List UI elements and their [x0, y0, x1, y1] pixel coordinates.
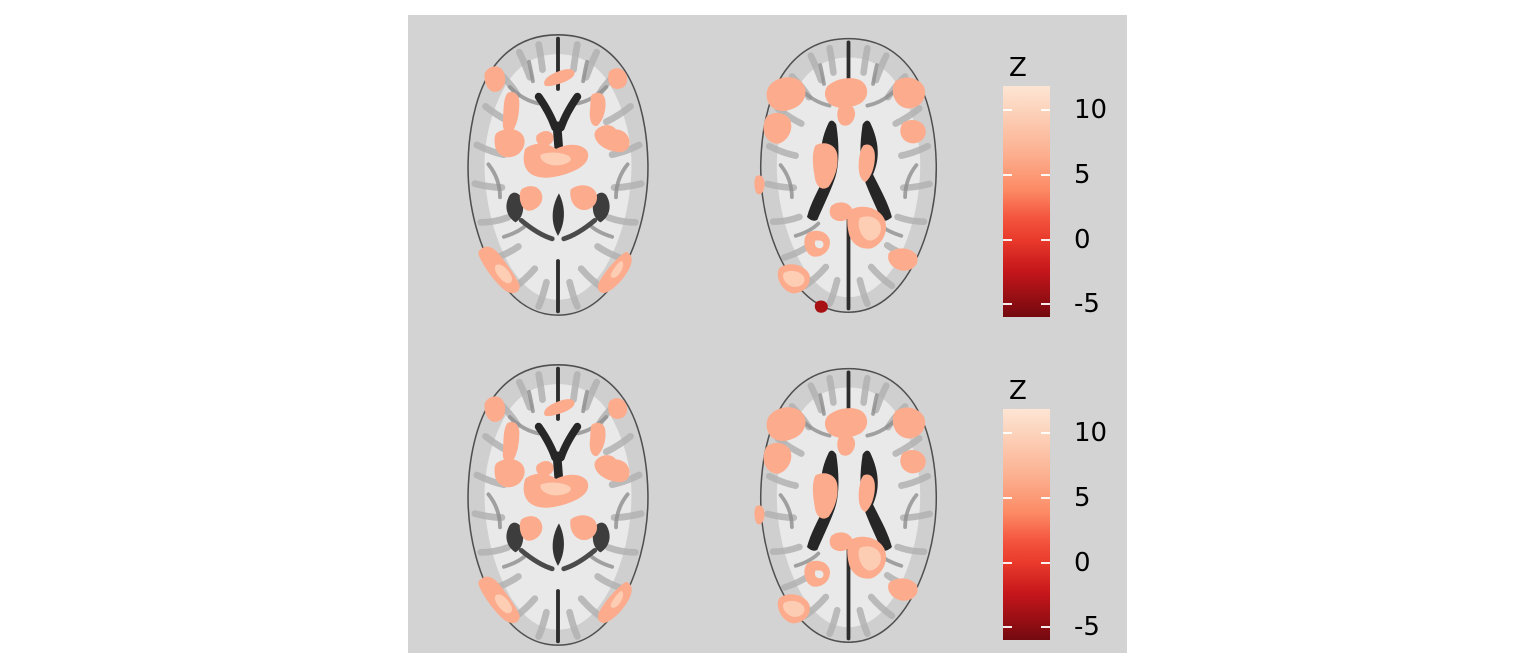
tick-label-neg5: -5: [1074, 289, 1100, 319]
tick-mark: [1003, 239, 1012, 241]
tick-mark: [1003, 109, 1012, 111]
tick-mark: [1003, 432, 1012, 434]
brain-slice-top-left: [442, 28, 674, 320]
colorbar-top-title: Z: [1009, 53, 1027, 83]
tick-label-5: 5: [1074, 483, 1091, 513]
brain-figure-panel: Z 10 5 0 -5 Z 10 5 0 -5: [408, 15, 1127, 653]
tick-mark: [1003, 562, 1012, 564]
tick-label-5: 5: [1074, 160, 1091, 190]
tick-mark: [1041, 174, 1050, 176]
tick-label-10: 10: [1074, 418, 1108, 448]
tick-mark: [1003, 303, 1012, 305]
tick-mark: [1003, 174, 1012, 176]
tick-mark: [1041, 303, 1050, 305]
colorbar-top: Z 10 5 0 -5: [1003, 43, 1183, 338]
brain-slice-bottom-left: [442, 358, 674, 650]
tick-mark: [1041, 432, 1050, 434]
tick-mark: [1003, 626, 1012, 628]
negative-cluster: [814, 300, 828, 313]
tick-mark: [1041, 109, 1050, 111]
brain-slice-top-right: [735, 33, 962, 316]
tick-mark: [1003, 497, 1012, 499]
tick-mark: [1041, 239, 1050, 241]
tick-label-0: 0: [1074, 548, 1091, 578]
tick-mark: [1041, 626, 1050, 628]
tick-label-neg5: -5: [1074, 612, 1100, 642]
tick-mark: [1041, 562, 1050, 564]
brain-slice-bottom-right: [735, 363, 962, 646]
tick-label-0: 0: [1074, 225, 1091, 255]
colorbar-bottom-title: Z: [1009, 376, 1027, 406]
tick-mark: [1041, 497, 1050, 499]
colorbar-top-gradient: [1003, 86, 1050, 317]
colorbar-bottom: Z 10 5 0 -5: [1003, 366, 1183, 661]
tick-label-10: 10: [1074, 95, 1108, 125]
colorbar-bottom-gradient: [1003, 409, 1050, 640]
